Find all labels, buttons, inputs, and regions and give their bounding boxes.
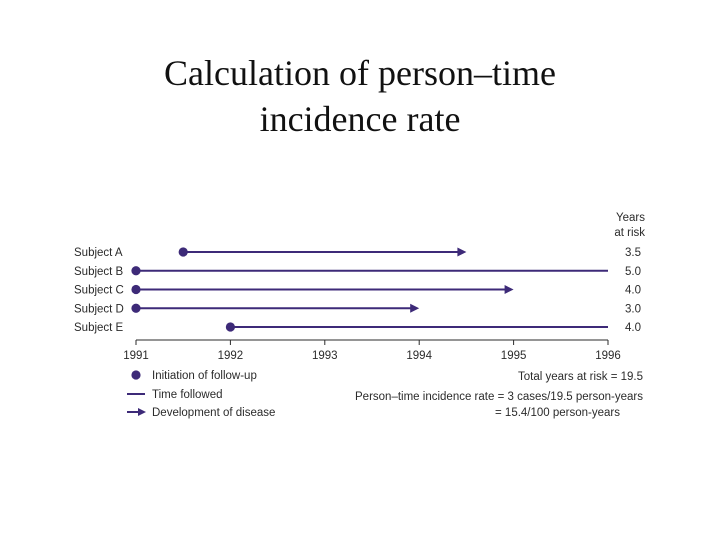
slide-title: Calculation of person–time incidence rat… (0, 50, 720, 142)
legend-development-label: Development of disease (152, 407, 275, 419)
axis-tick-label: 1991 (123, 350, 149, 362)
years-header-line-1: Years (616, 212, 645, 224)
subject-row: Subject E 4.0 (74, 322, 641, 334)
subject-label: Subject A (74, 247, 123, 259)
subject-label: Subject C (74, 285, 124, 297)
subject-label: Subject E (74, 322, 124, 334)
initiation-dot (225, 322, 235, 332)
disease-arrow-icon (504, 285, 514, 294)
subject-row: Subject D 3.0 (74, 303, 641, 315)
incidence-rate-result: = 15.4/100 person-years (495, 407, 620, 419)
years-at-risk-value: 3.5 (625, 247, 641, 259)
incidence-rate-formula: Person–time incidence rate = 3 cases/19.… (355, 391, 643, 403)
initiation-dot (131, 303, 141, 313)
legend-initiation-dot (131, 370, 141, 380)
years-at-risk-value: 5.0 (625, 266, 641, 278)
subject-row: Subject B 5.0 (74, 266, 641, 278)
initiation-dot (131, 284, 141, 295)
axis-tick-label: 1993 (312, 350, 338, 362)
legend: Initiation of follow-up Time followed De… (127, 370, 275, 419)
title-line-1: Calculation of person–time (164, 53, 556, 93)
initiation-dot (178, 247, 188, 257)
years-header-line-2: at risk (614, 227, 645, 239)
subject-row: Subject C 4.0 (74, 285, 641, 297)
axis-tick-label: 1992 (218, 350, 244, 362)
axis-tick-label: 1996 (595, 350, 621, 362)
legend-development-arrow-icon (138, 408, 146, 416)
legend-time-label: Time followed (152, 389, 223, 401)
initiation-dot (131, 266, 141, 276)
axis-tick-label: 1994 (406, 350, 432, 362)
year-axis: 1991 1992 1993 1994 1995 1996 (123, 339, 621, 362)
total-years-at-risk: Total years at risk = 19.5 (518, 371, 643, 383)
axis-tick-label: 1995 (501, 350, 527, 362)
subject-row: Subject A 3.5 (74, 247, 641, 259)
years-at-risk-value: 3.0 (625, 303, 641, 315)
title-line-2: incidence rate (259, 99, 461, 139)
disease-arrow-icon (410, 303, 420, 313)
subject-label: Subject B (74, 266, 124, 278)
subject-label: Subject D (74, 303, 124, 315)
legend-initiation-label: Initiation of follow-up (152, 370, 257, 382)
years-at-risk-value: 4.0 (625, 285, 641, 297)
years-at-risk-value: 4.0 (625, 322, 641, 334)
disease-arrow-icon (457, 247, 467, 257)
